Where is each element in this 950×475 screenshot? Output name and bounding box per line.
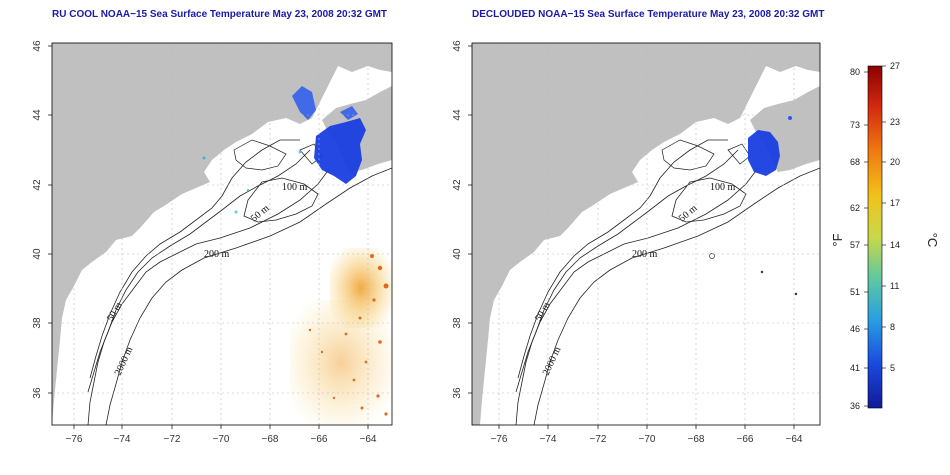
left-map-frame — [51, 42, 393, 426]
right-map: 100 m 50 m 200 m 50 m 2000 m — [471, 42, 821, 426]
left-shelf-contour-100 — [87, 149, 311, 393]
colorbar-fahrenheit-unit: °F — [830, 233, 845, 246]
left-lon-tick-70: −70 — [213, 434, 230, 445]
right-contour-label-200: 200 m — [632, 249, 658, 260]
colorbar-gradient — [867, 65, 883, 409]
cb-f-tick-80: 80 — [850, 67, 860, 77]
right-lat-tick-42: 42 — [452, 179, 463, 191]
left-lon-tick-64: −64 — [360, 434, 377, 445]
left-map: 100 m 50 m 200 m 50 m 2000 m — [51, 42, 393, 426]
left-lon-tick-72: −72 — [164, 434, 181, 445]
cb-c-tick-14: 14 — [890, 240, 900, 250]
right-lat-tick-40: 40 — [452, 248, 463, 260]
cb-c-tick-11: 11 — [890, 281, 899, 291]
left-contour-label-100: 100 m — [282, 182, 308, 193]
right-shelf-contour-50 — [517, 139, 728, 379]
left-lat-tick-44: 44 — [32, 109, 43, 121]
left-lat-tick-42: 42 — [32, 179, 43, 191]
right-lon-tick-70: −70 — [639, 434, 656, 445]
cb-f-tick-73: 73 — [850, 120, 860, 130]
right-lat-tick-46: 46 — [452, 40, 463, 52]
left-land — [52, 43, 392, 425]
left-contour-label-200: 200 m — [204, 249, 230, 260]
right-lon-tick-74: −74 — [540, 434, 557, 445]
left-panel-title: RU COOL NOAA−15 Sea Surface Temperature … — [52, 9, 388, 20]
cb-f-tick-62: 62 — [850, 203, 860, 213]
left-lon-tick-74: −74 — [114, 434, 131, 445]
cb-c-tick-8: 8 — [890, 322, 895, 332]
cb-c-tick-23: 23 — [890, 117, 900, 127]
right-contour-label-100: 100 m — [710, 182, 736, 193]
right-lon-tick-64: −64 — [786, 434, 803, 445]
right-land — [472, 43, 820, 425]
left-georges-bank-contour — [243, 177, 319, 223]
cb-c-tick-5: 5 — [890, 363, 895, 373]
right-lon-tick-72: −72 — [590, 434, 607, 445]
right-shelf-contour-200 — [515, 167, 759, 425]
cb-f-tick-46: 46 — [850, 324, 860, 334]
left-lat-axis: 46 44 42 40 38 36 — [32, 40, 52, 399]
right-georges-bank-contour — [671, 177, 747, 223]
right-lat-axis: 46 44 42 40 38 36 — [452, 40, 472, 399]
right-lat-tick-44: 44 — [452, 109, 463, 121]
cb-f-tick-51: 51 — [850, 287, 860, 297]
left-shelf-contour-2000 — [105, 167, 392, 425]
left-shelf-contour-200 — [87, 167, 331, 425]
left-lat-tick-46: 46 — [32, 40, 43, 52]
right-lon-tick-76: −76 — [491, 434, 508, 445]
right-cold-sst-patch — [748, 130, 780, 176]
cb-c-tick-17: 17 — [890, 198, 900, 208]
left-shelf-contour-50 — [89, 139, 300, 379]
right-map-frame — [471, 42, 821, 426]
right-lat-tick-38: 38 — [452, 317, 463, 329]
left-lon-tick-66: −66 — [311, 434, 328, 445]
left-cold-sst-streaks — [292, 86, 358, 120]
cb-f-tick-36: 36 — [850, 401, 860, 411]
right-lon-tick-68: −68 — [688, 434, 705, 445]
cb-c-tick-20: 20 — [890, 157, 900, 167]
left-cold-sst-patch — [314, 118, 366, 184]
left-lon-axis: −76 −74 −72 −70 −68 −66 −64 — [66, 425, 377, 445]
left-lat-tick-38: 38 — [32, 317, 43, 329]
left-gridlines — [52, 43, 392, 425]
right-shelf-contour-100 — [515, 149, 739, 393]
right-panel-title: DECLOUDED NOAA−15 Sea Surface Temperatur… — [472, 9, 825, 20]
right-nova-scotia — [750, 86, 820, 172]
right-lat-tick-36: 36 — [452, 387, 463, 399]
cb-f-tick-41: 41 — [850, 363, 860, 373]
left-lon-tick-76: −76 — [66, 434, 83, 445]
cb-f-tick-57: 57 — [850, 240, 860, 250]
left-lat-tick-40: 40 — [32, 248, 43, 260]
cb-f-tick-68: 68 — [850, 157, 860, 167]
colorbar: 80 73 68 62 57 51 46 41 36 27 23 20 17 1… — [830, 61, 940, 411]
colorbar-celsius-unit: °C — [925, 233, 940, 248]
right-lon-tick-66: −66 — [737, 434, 754, 445]
left-lon-tick-68: −68 — [262, 434, 279, 445]
right-lon-axis: −76 −74 −72 −70 −68 −66 −64 — [491, 425, 803, 445]
cb-c-tick-27: 27 — [890, 61, 900, 71]
left-lat-tick-36: 36 — [32, 387, 43, 399]
right-gridlines — [472, 43, 820, 425]
